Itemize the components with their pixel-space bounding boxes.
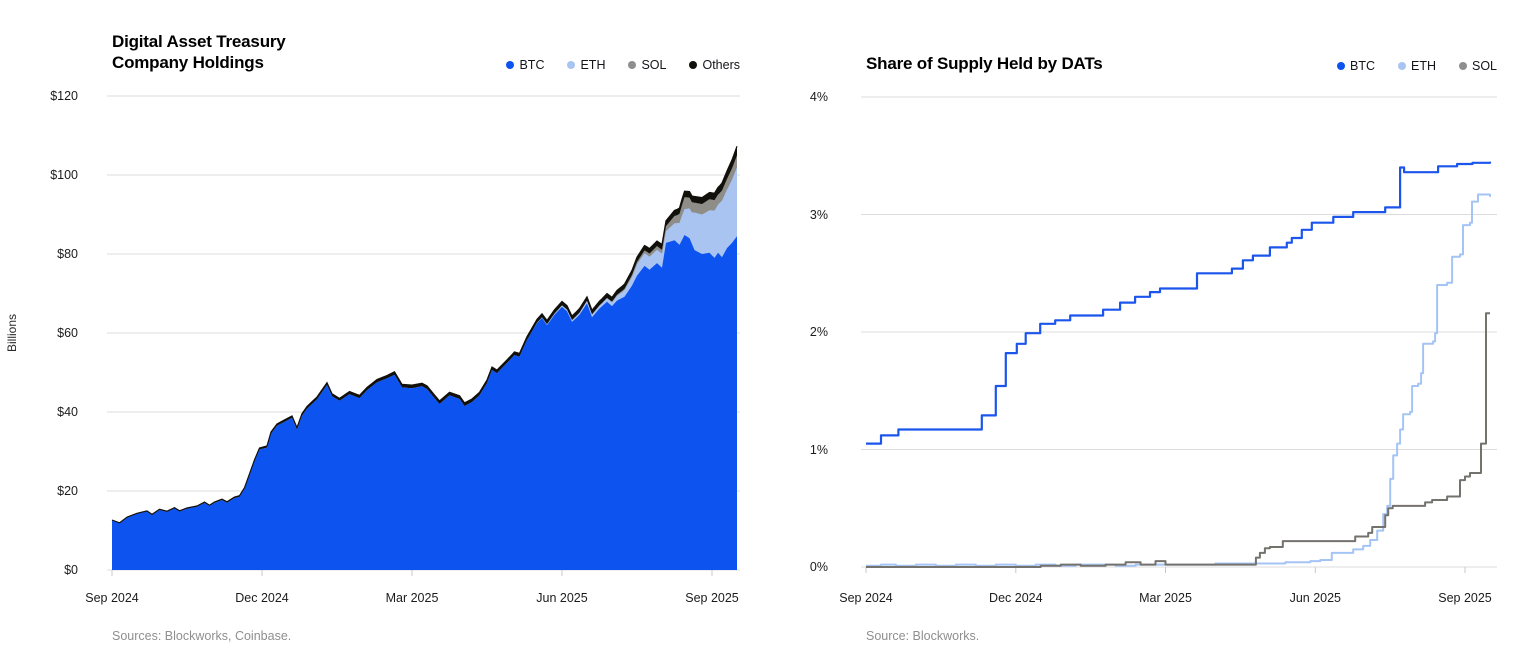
y-tick-label: $80 (57, 247, 78, 261)
legend-dot-icon (1458, 62, 1467, 70)
x-tick-label: Sep 2025 (1438, 591, 1492, 605)
chart-title-line2: Company Holdings (112, 53, 264, 72)
legend-dot-icon (567, 61, 576, 69)
y-tick-label: $100 (50, 168, 78, 182)
legend-dot-icon (628, 61, 637, 69)
legend-label: SOL (641, 58, 667, 72)
eth-line (866, 193, 1491, 567)
legend-label: BTC (1349, 59, 1375, 73)
legend-item-sol: SOL (628, 58, 666, 72)
y-tick-label: 0% (809, 560, 828, 574)
legend-supply-share: BTC ETH SOL (1336, 59, 1497, 73)
x-tick-label: Sep 2025 (685, 591, 739, 605)
chart-title: Share of Supply Held by DATs (866, 54, 1103, 73)
x-tick-label: Dec 2024 (235, 591, 289, 605)
chart-title-line1: Digital Asset Treasury (112, 32, 286, 51)
y-tick-label: 4% (809, 90, 828, 104)
y-tick-label: $20 (57, 484, 78, 498)
y-tick-label: $120 (50, 89, 78, 103)
y-axis-title: Billions (5, 314, 19, 353)
legend-label: ETH (580, 58, 606, 72)
y-tick-label: 1% (809, 442, 828, 457)
btc-area (112, 235, 737, 570)
x-tick-label: Dec 2024 (989, 591, 1043, 605)
y-tick-label: $40 (57, 405, 78, 419)
y-tick-label: $60 (57, 326, 78, 340)
y-tick-label: 2% (809, 325, 828, 339)
legend-holdings: BTC ETH SOL Others (506, 58, 740, 72)
x-tick-label: Mar 2025 (385, 591, 439, 605)
x-tick-label: Mar 2025 (1139, 591, 1192, 605)
x-tick-label: Jun 2025 (536, 591, 588, 605)
legend-label: Others (702, 58, 740, 72)
x-tick-label: Sep 2024 (839, 591, 893, 605)
legend-dot-icon (1336, 62, 1345, 70)
source-note-holdings: Sources: Blockworks, Coinbase. (112, 629, 292, 643)
legend-item-btc: BTC (506, 58, 544, 72)
legend-dot-icon (1397, 62, 1406, 70)
legend-item-eth: ETH (567, 58, 605, 72)
x-tick-label: Jun 2025 (1289, 591, 1342, 605)
source-note-supply-share: Source: Blockworks. (866, 629, 980, 643)
btc-line (866, 161, 1492, 445)
legend-label: SOL (1471, 59, 1497, 73)
legend-label: ETH (1410, 59, 1436, 73)
stack-top-outline (111, 145, 738, 524)
legend-item-eth: ETH (1397, 59, 1436, 73)
legend-item-others: Others (689, 58, 740, 72)
legend-label: BTC (519, 58, 545, 72)
y-tick-label: 3% (809, 207, 828, 222)
legend-item-sol: SOL (1458, 59, 1497, 73)
y-tick-label: $0 (64, 563, 78, 577)
legend-item-btc: BTC (1336, 59, 1375, 73)
sol-line (866, 312, 1490, 568)
x-tick-label: Sep 2024 (85, 591, 139, 605)
legend-dot-icon (689, 61, 698, 69)
legend-dot-icon (506, 61, 515, 69)
